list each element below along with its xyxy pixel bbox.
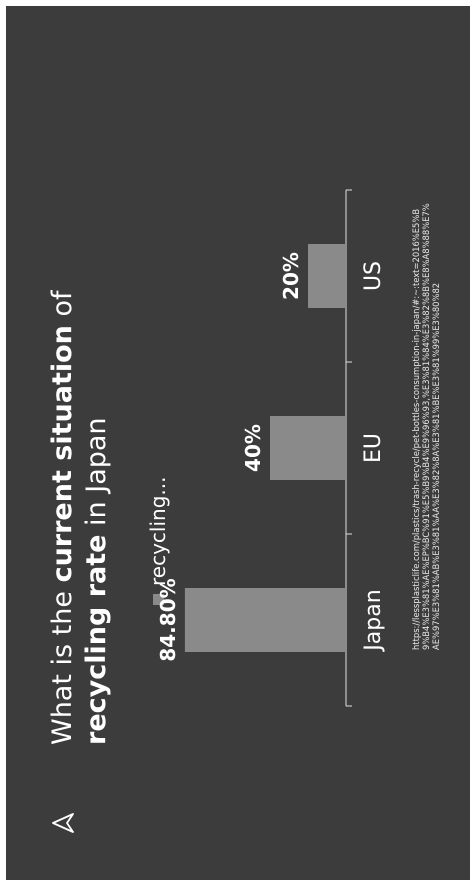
bar-us xyxy=(308,244,346,308)
slide: What is the current situation of recycli… xyxy=(6,6,470,880)
bar-chart: 84.80% Japan 40% EU 20% US xyxy=(156,189,386,707)
source-url: https://lessplasticlife.com/plastics/tra… xyxy=(411,203,441,650)
slide-canvas: What is the current situation of recycli… xyxy=(6,6,470,880)
arrow-logo-icon xyxy=(52,813,74,833)
category-label: Japan xyxy=(361,589,386,652)
data-label: 84.80% xyxy=(156,578,180,661)
data-label: 20% xyxy=(279,252,303,300)
bar-eu xyxy=(270,416,346,480)
category-label: EU xyxy=(361,433,386,463)
category-label: US xyxy=(361,261,386,291)
bar-japan xyxy=(184,588,346,652)
data-label: 40% xyxy=(241,424,265,472)
